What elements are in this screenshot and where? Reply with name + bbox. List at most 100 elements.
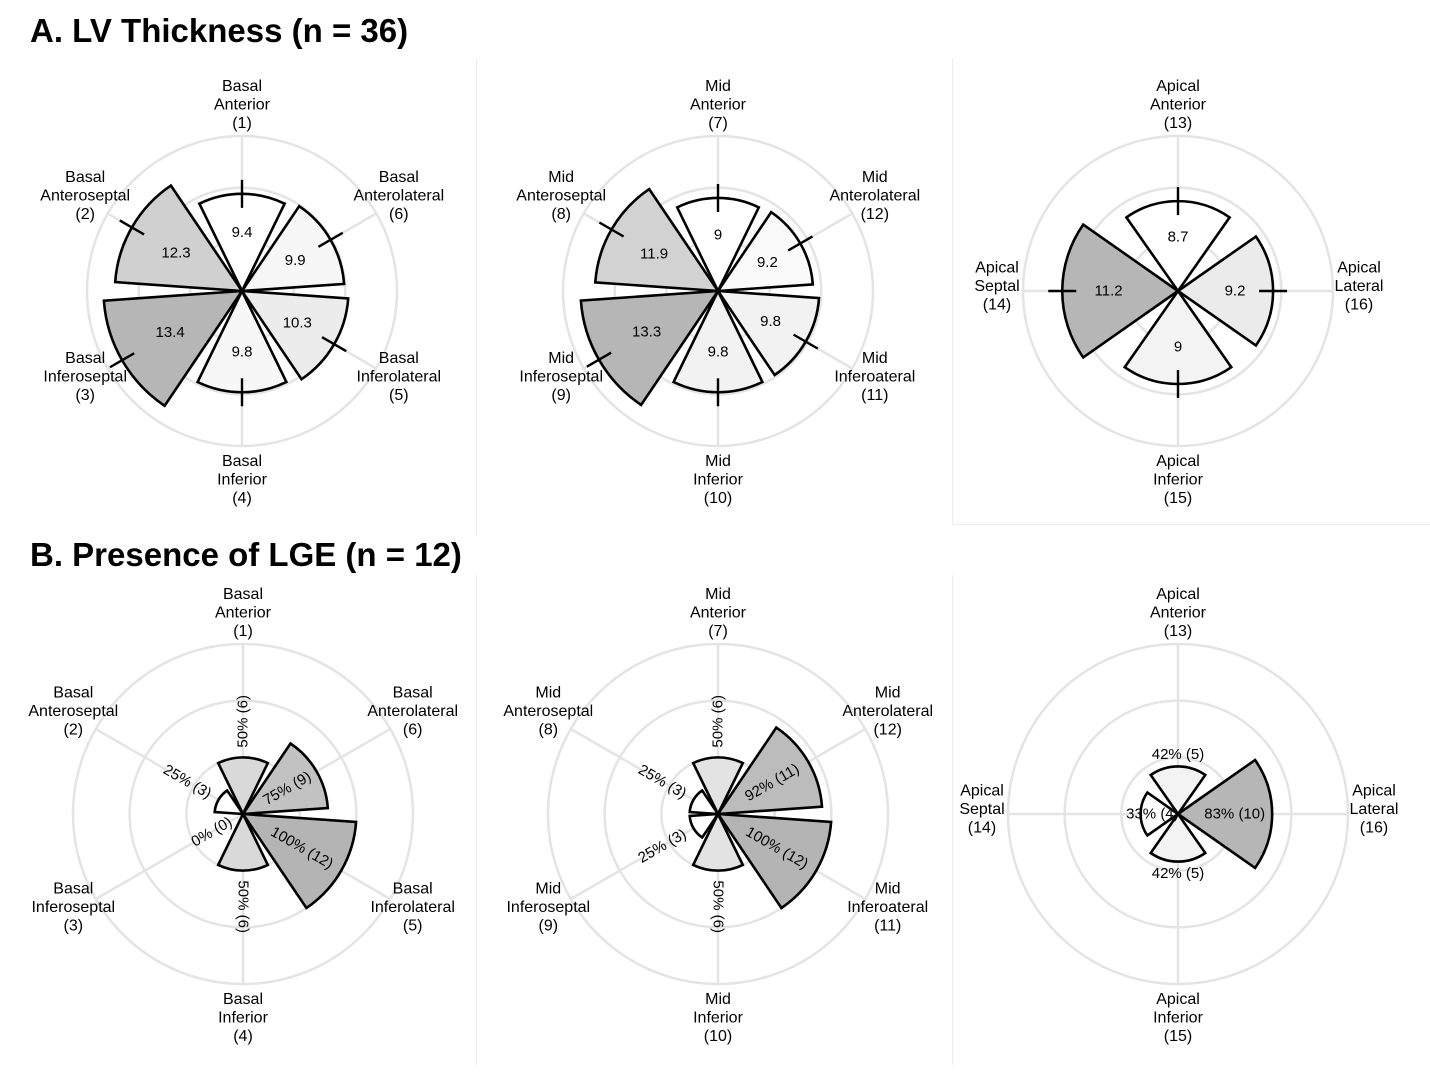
error-bar-3 (109, 352, 135, 369)
segment-label-basal-anterolateral: Basal Anterolateral (6) (367, 685, 458, 739)
value-label-11: 9.8 (760, 313, 781, 330)
bar-segment-5 (240, 812, 358, 910)
segment-label-basal-inferolateral: Basal Inferolateral (5) (370, 881, 455, 935)
value-label-13: 42% (5) (1152, 746, 1205, 763)
segment-label-mid-anterior: Mid Anterior (7) (690, 586, 747, 640)
value-label-14: 11.2 (1095, 283, 1123, 300)
section-a-title: A. LV Thickness (n = 36) (30, 12, 409, 49)
segment-label-basal-inferolateral: Basal Inferolateral (5) (357, 350, 442, 404)
segment-label-mid-anteroseptal: Mid Anteroseptal (8) (516, 169, 606, 223)
bar-segment-11 (715, 812, 833, 910)
segment-label-basal-inferoseptal: Basal Inferoseptal (3) (31, 881, 115, 935)
segment-label-mid-inferoseptal: Mid Inferoseptal (9) (506, 881, 590, 935)
value-label-9: 13.3 (632, 324, 661, 341)
bar-segment-15 (1148, 811, 1208, 863)
bar-segment-12 (715, 725, 824, 816)
chart-apical-lge: 42% (5) 83% (10) 42% (5) 33% (4) Apical Anter… (953, 576, 1429, 1056)
value-label-3: 13.4 (155, 324, 184, 341)
bar-segment-7 (691, 756, 745, 817)
value-label-16: 83% (10) (1204, 806, 1265, 823)
section-b-title: B. Presence of LGE (n = 12) (30, 536, 462, 573)
bar-segment-16 (1175, 758, 1274, 870)
value-label-10: 9.8 (708, 343, 729, 360)
polar-chart-svg: 8.7 9.2 9 11.2 Apical Anterior (13) Apical Later… (974, 78, 1384, 507)
error-bar-9 (586, 351, 612, 368)
value-label-8: 11.9 (640, 246, 668, 263)
chart-basal-thickness: 9.4 9.9 10.3 9.8 13.4 12.3 Basal Anterior (1) Bas… (0, 0, 476, 507)
polar-chart-svg: 9 9.2 9.8 9.8 13.3 11.9 Mid Anterior (7) Mid Anter… (516, 78, 920, 507)
divider (476, 575, 477, 1065)
error-bar-8 (598, 221, 625, 238)
segment-label-apical-septal: Apical Septal (14) (959, 783, 1004, 837)
segment-label-mid-inferoateral: Mid Inferoateral (11) (834, 350, 915, 404)
segment-label-basal-inferoseptal: Basal Inferoseptal (3) (43, 350, 127, 404)
value-label-16: 9.2 (1225, 283, 1246, 300)
segment-label-apical-septal: Apical Septal (14) (974, 260, 1019, 314)
value-label-15: 42% (5) (1152, 865, 1205, 882)
segment-label-mid-inferior: Mid Inferior (10) (693, 991, 743, 1045)
segment-label-basal-anterior: Basal Anterior (1) (215, 586, 272, 640)
bar-segment-10 (691, 811, 745, 872)
error-bar-12 (787, 235, 814, 252)
segment-label-apical-inferior: Apical Inferior (15) (1153, 453, 1203, 507)
value-label-7: 50% (6) (710, 695, 727, 748)
polar-chart-svg: 9.4 9.9 10.3 9.8 13.4 12.3 Basal Anterior (1) Bas… (40, 78, 444, 507)
error-bar-5 (321, 336, 347, 353)
bar-segment-13 (1148, 765, 1208, 817)
value-label-5: 10.3 (283, 314, 312, 331)
value-label-7: 9 (714, 227, 722, 244)
bar-segment-14 (1139, 790, 1181, 838)
segment-label-apical-anterior: Apical Anterior (13) (1150, 78, 1207, 132)
divider (952, 575, 953, 1065)
value-label-6: 9.9 (285, 252, 306, 269)
value-label-2: 12.3 (161, 244, 190, 261)
chart-apical-thickness: 8.7 9.2 9 11.2 Apical Anterior (13) Apical Later… (953, 0, 1429, 507)
segment-label-basal-anterolateral: Basal Anterolateral (6) (353, 169, 444, 223)
error-bar-2 (119, 219, 145, 236)
bar-segment-8 (688, 788, 721, 816)
value-label-14: 33% (4) (1126, 806, 1179, 823)
segment-label-mid-inferoseptal: Mid Inferoseptal (9) (519, 350, 603, 404)
value-label-8: 25% (3) (635, 761, 689, 802)
segment-label-mid-anterior: Mid Anterior (7) (690, 78, 747, 132)
polar-chart-svg: 50% (6)75% (9)100% (12)50% (6)0% (0)25% … (28, 586, 458, 1045)
segment-label-apical-lateral: Apical Lateral (16) (1335, 260, 1384, 314)
bar-segment-2 (213, 788, 246, 816)
polar-chart-svg: 50% (6)92% (11)100% (12)50% (6)25% (3)25… (503, 586, 933, 1045)
bar-segment-4 (216, 811, 270, 872)
polar-chart-svg: 42% (5) 83% (10) 42% (5) 33% (4) Apical Anter… (959, 586, 1399, 1045)
segment-label-basal-anteroseptal: Basal Anteroseptal (2) (40, 169, 130, 223)
value-label-4: 9.8 (232, 343, 253, 360)
error-bar-11 (792, 333, 819, 350)
value-label-4: 50% (6) (235, 880, 252, 933)
value-label-2: 25% (3) (160, 761, 214, 802)
segment-label-mid-inferoateral: Mid Inferoateral (11) (847, 881, 928, 935)
value-label-10: 50% (6) (710, 880, 727, 933)
value-label-9: 25% (3) (635, 826, 689, 867)
segment-label-basal-inferior: Basal Inferior (4) (218, 991, 268, 1045)
divider (952, 524, 1430, 525)
value-label-1: 50% (6) (235, 695, 252, 748)
bar-segment-1 (216, 756, 270, 817)
grid-spoke (95, 812, 244, 901)
segment-label-basal-inferior: Basal Inferior (4) (217, 453, 267, 507)
segment-label-apical-anterior: Apical Anterior (13) (1150, 586, 1207, 640)
segment-label-mid-anterolateral: Mid Anterolateral (12) (829, 169, 920, 223)
chart-basal-lge: 50% (6) 75% (9) 100% (12) 50% (6) 0% (0) 25% … (0, 576, 476, 1056)
segment-label-apical-inferior: Apical Inferior (15) (1153, 991, 1203, 1045)
value-label-1: 9.4 (232, 224, 253, 241)
segment-label-mid-anteroseptal: Mid Anteroseptal (8) (503, 685, 593, 739)
chart-mid-lge: 50% (6) 92% (11) 100% (12) 50% (6) 25% (3) 25… (476, 576, 952, 1056)
segment-label-basal-anterior: Basal Anterior (1) (214, 78, 271, 132)
value-label-15: 9 (1174, 338, 1182, 355)
value-label-13: 8.7 (1168, 229, 1189, 246)
segment-label-mid-anterolateral: Mid Anterolateral (12) (842, 685, 933, 739)
bar-segment-9 (688, 812, 721, 840)
segment-label-mid-inferior: Mid Inferior (10) (693, 453, 743, 507)
divider (952, 58, 953, 524)
value-label-12: 9.2 (757, 254, 778, 271)
segment-label-apical-lateral: Apical Lateral (16) (1350, 783, 1399, 837)
bar-segment-6 (240, 741, 330, 816)
error-bar-6 (317, 231, 344, 248)
segment-label-basal-anteroseptal: Basal Anteroseptal (2) (28, 685, 118, 739)
